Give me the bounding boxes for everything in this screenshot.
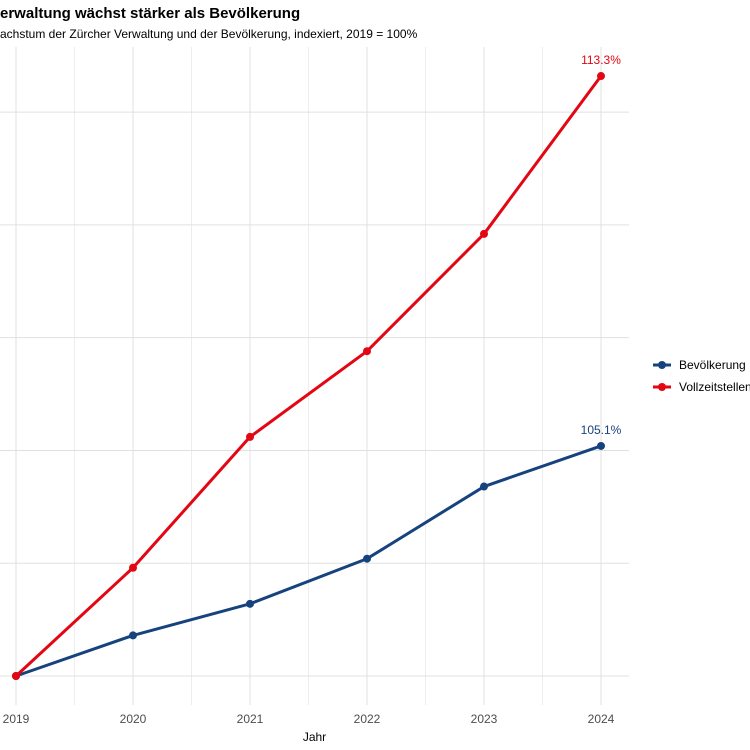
data-point: [597, 441, 605, 450]
x-tick-label: 2024: [588, 712, 615, 726]
series-line: [14, 74, 603, 678]
x-tick-label: 2020: [120, 712, 147, 726]
end-value-label: 113.3%: [581, 53, 621, 67]
data-point: [246, 599, 254, 608]
data-point: [597, 72, 605, 81]
end-value-label: 105.1%: [581, 423, 622, 437]
data-point: [363, 554, 371, 563]
x-tick-label: 2021: [237, 712, 264, 726]
data-point: [246, 432, 254, 441]
legend-dot: [658, 360, 666, 369]
data-point: [480, 229, 488, 238]
data-point: [480, 482, 488, 491]
data-point: [129, 563, 137, 572]
series-line: [14, 444, 603, 678]
data-point: [129, 631, 137, 640]
legend-label: Bevölkerung: [679, 357, 746, 372]
chart-title: erwaltung wächst stärker als Bevölkerung: [0, 5, 301, 22]
x-tick-label: 2022: [354, 712, 381, 726]
legend-dot: [658, 382, 666, 391]
data-point: [363, 347, 371, 356]
chart-subtitle: achstum der Zürcher Verwaltung und der B…: [0, 27, 418, 41]
x-tick-label: 2023: [471, 712, 498, 726]
legend-item: Vollzeitstellen V: [652, 379, 750, 394]
legend-item: Bevölkerung: [652, 357, 750, 372]
x-axis-title: Jahr: [303, 730, 326, 744]
x-tick-label: 2019: [3, 712, 30, 726]
legend-key-line-dot-icon: [653, 382, 671, 391]
legend-key-line-dot-icon: [653, 360, 671, 369]
legend-label: Vollzeitstellen V: [679, 379, 750, 394]
legend: Bevölkerung Vollzeitstellen V: [652, 357, 750, 394]
data-point: [12, 672, 20, 680]
